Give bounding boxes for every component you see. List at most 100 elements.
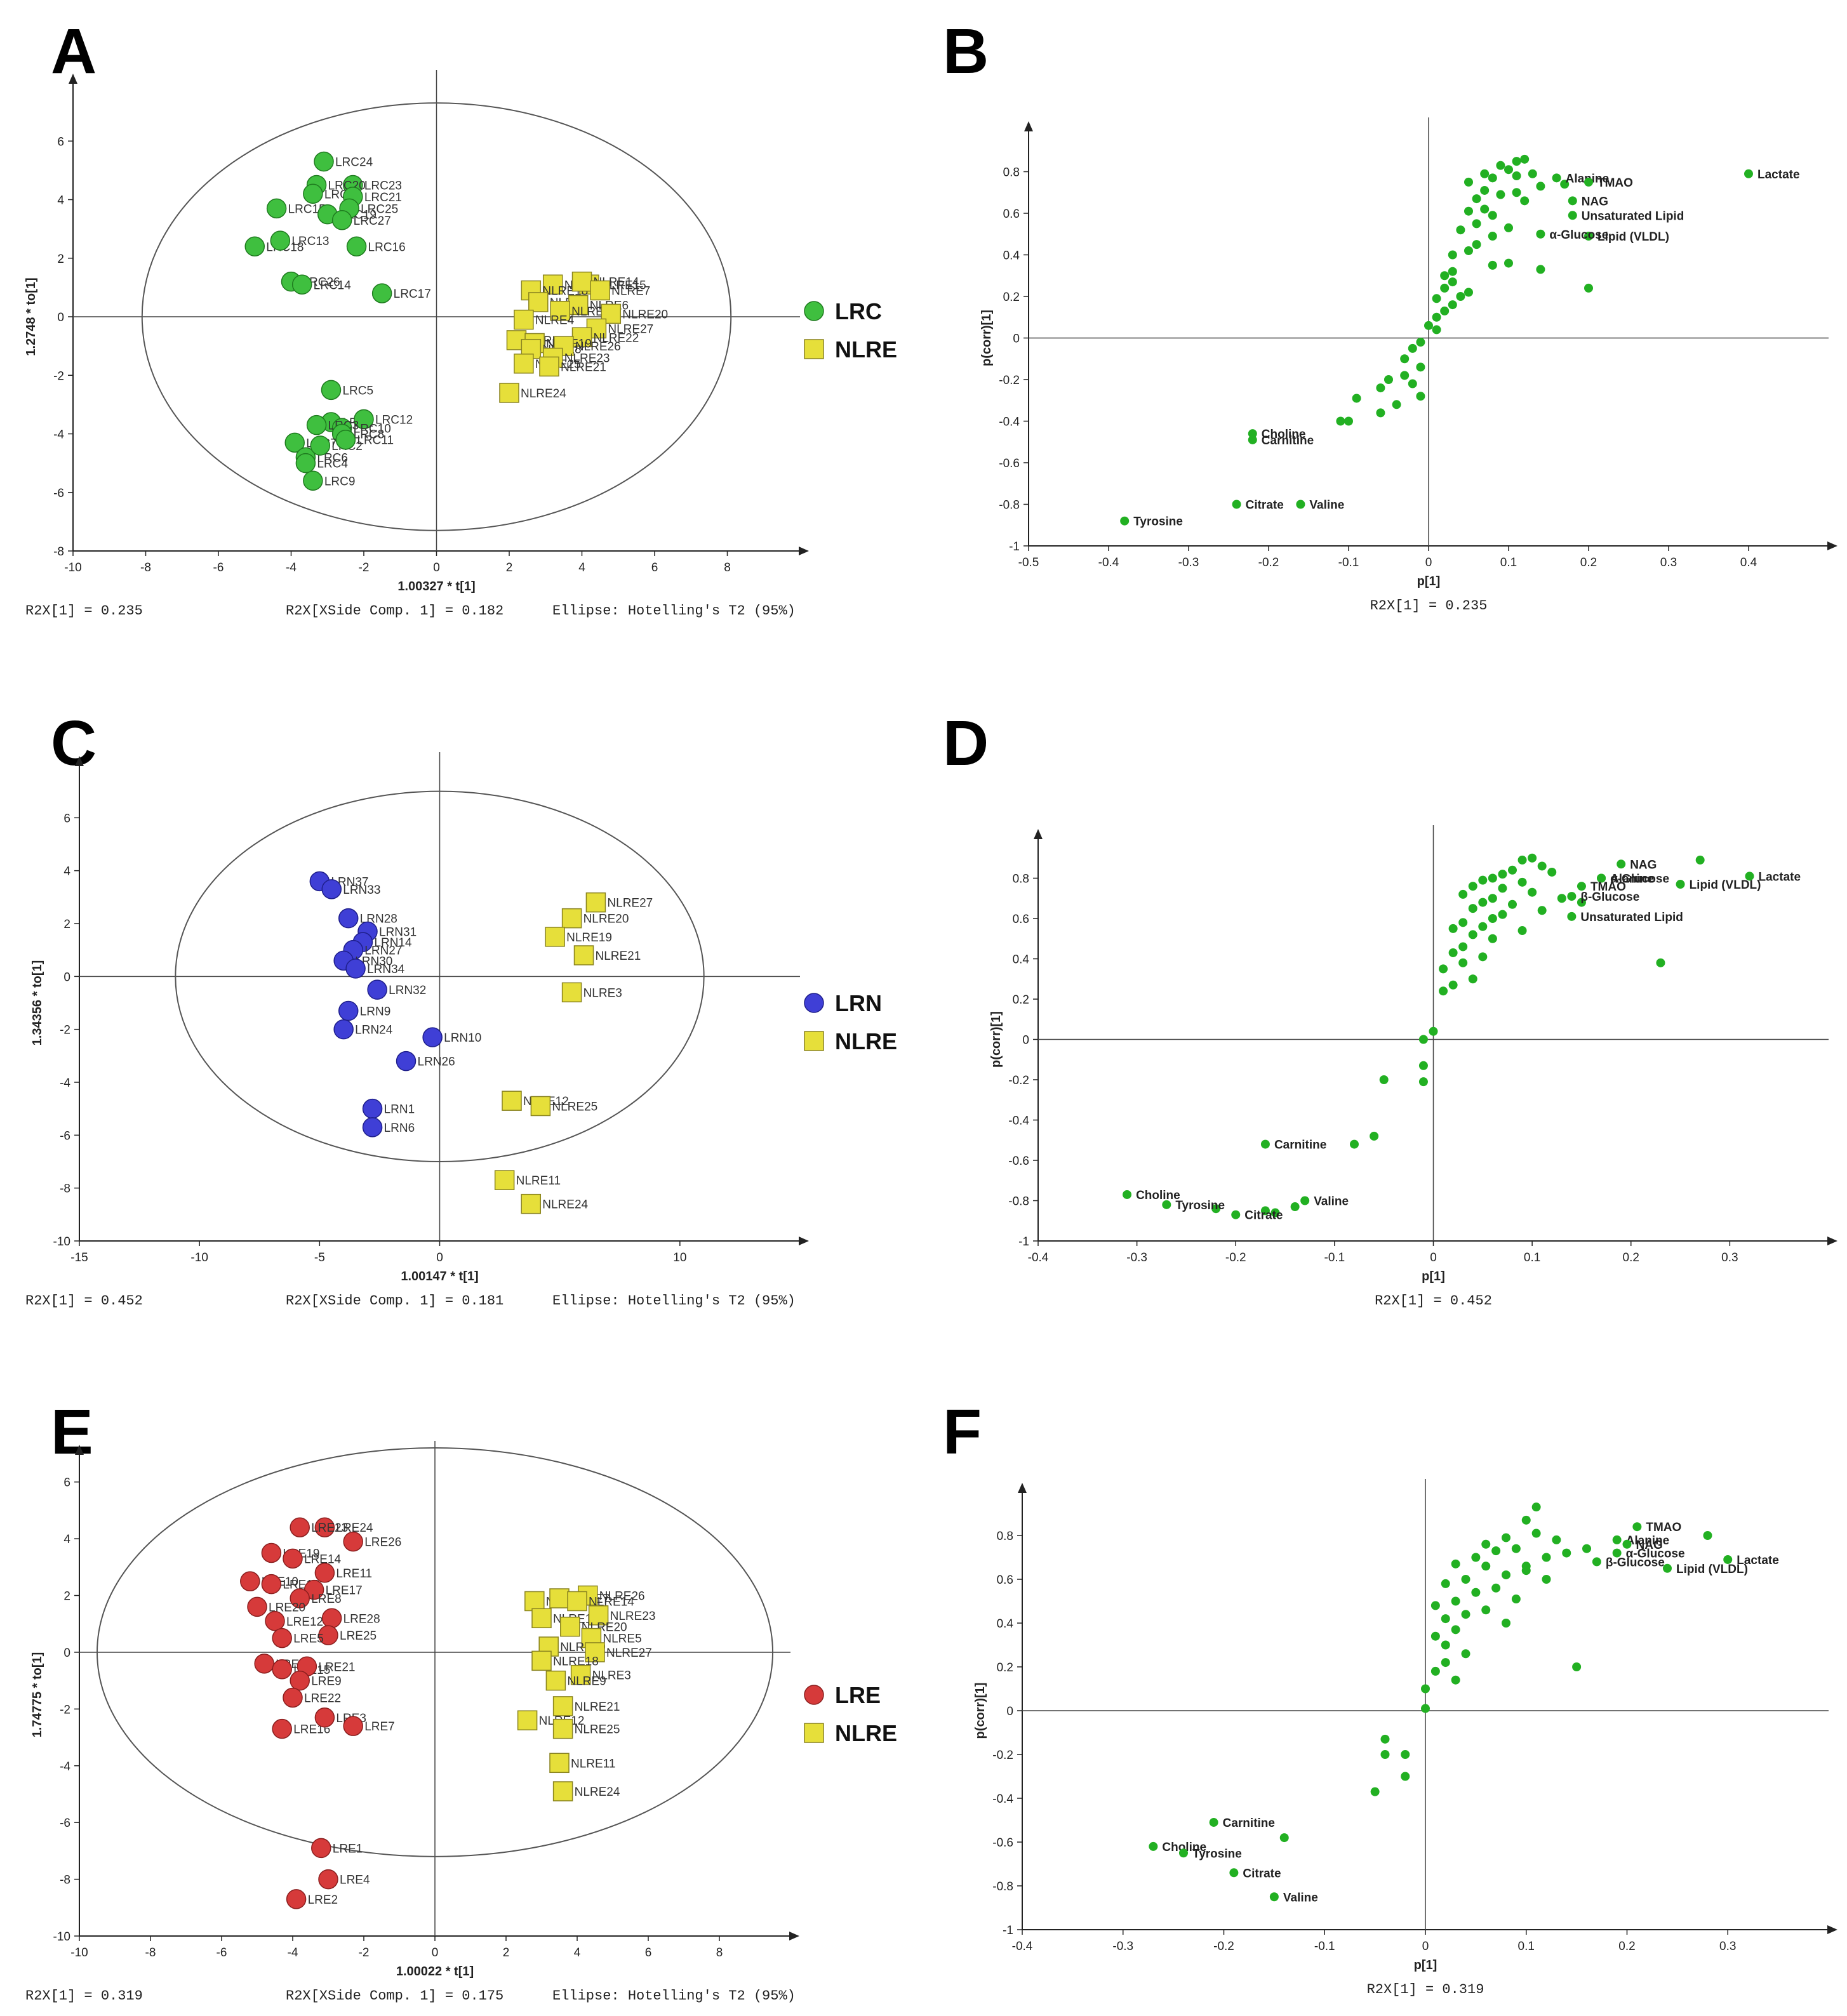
point-label: LRC6 bbox=[317, 451, 348, 465]
y-tick-label: 4 bbox=[63, 865, 70, 879]
metabolite-label: Carnitine bbox=[1223, 1817, 1275, 1830]
x-tick-label: -8 bbox=[145, 1946, 156, 1960]
metabolite-point bbox=[1663, 1563, 1672, 1573]
data-point bbox=[346, 236, 367, 257]
point-label: NLRE26 bbox=[575, 340, 621, 354]
panel-letter: E bbox=[51, 1396, 93, 1468]
data-point bbox=[1418, 1061, 1428, 1070]
y-axis-label: 1.2748 * to[1] bbox=[24, 277, 38, 355]
metabolite-point bbox=[1567, 892, 1577, 901]
data-point bbox=[567, 1591, 587, 1612]
data-point bbox=[303, 470, 323, 491]
point-label: NLRE27 bbox=[606, 1647, 652, 1660]
x-tick-label: 4 bbox=[578, 561, 585, 574]
data-point bbox=[1488, 894, 1497, 903]
y-tick-label: -1 bbox=[1009, 540, 1020, 554]
y-tick-label: -2 bbox=[53, 369, 64, 383]
data-point bbox=[530, 1096, 551, 1117]
data-point bbox=[1468, 974, 1477, 984]
y-tick-label: 0.2 bbox=[1013, 993, 1029, 1007]
data-point bbox=[1432, 325, 1441, 335]
data-point bbox=[261, 1574, 282, 1595]
data-point bbox=[1464, 206, 1473, 216]
legend-label: NLRE bbox=[835, 336, 897, 362]
data-point bbox=[1440, 283, 1450, 293]
y-tick-label: 4 bbox=[63, 1533, 70, 1546]
legend-marker bbox=[804, 1685, 824, 1705]
x-tick-label: -10 bbox=[70, 1946, 88, 1960]
data-point bbox=[362, 1098, 383, 1119]
legend-marker bbox=[804, 301, 824, 321]
data-point bbox=[1464, 288, 1473, 297]
panel-b: B -0.5 -0.4 -0.3 -0.2 -0.1 0 0.1 0.2 0.3 0.4 -1 -0.8… bbox=[943, 16, 1837, 614]
point-label: NLRE21 bbox=[575, 1701, 620, 1714]
x-tick-label: -0.3 bbox=[1126, 1251, 1147, 1264]
point-label: LRC26 bbox=[303, 276, 340, 289]
data-point bbox=[1471, 1588, 1481, 1597]
loading-points bbox=[1211, 853, 1705, 1217]
x-tick-label: 4 bbox=[574, 1946, 581, 1960]
point-label: LRN6 bbox=[384, 1122, 415, 1135]
data-point bbox=[1451, 1675, 1460, 1685]
y-tick-label: 0 bbox=[1013, 333, 1020, 346]
point-label: NLRE11 bbox=[571, 1757, 615, 1770]
data-point bbox=[1441, 1658, 1450, 1668]
x-tick-label: 0.3 bbox=[1660, 556, 1677, 569]
point-label: NLRE9 bbox=[567, 1675, 606, 1688]
point-label: LRC4 bbox=[317, 458, 348, 471]
data-point bbox=[318, 1625, 338, 1645]
panel-d: D -0.4 -0.3 -0.2 -0.1 0 0.1 0.2 0.3 -1 -0.8 -0.6 -0.… bbox=[943, 708, 1837, 1309]
metabolite-point bbox=[1248, 435, 1257, 444]
data-point bbox=[1703, 1531, 1712, 1540]
y-tick-label: 4 bbox=[57, 194, 64, 208]
panel-letter: F bbox=[943, 1396, 982, 1468]
y-tick-label: -0.4 bbox=[1008, 1115, 1029, 1128]
data-point bbox=[1478, 898, 1488, 907]
data-point bbox=[499, 383, 519, 403]
metabolite-point bbox=[1232, 500, 1241, 509]
data-point bbox=[1392, 400, 1401, 409]
data-point bbox=[270, 230, 291, 251]
y-tick-label: 0 bbox=[57, 311, 64, 324]
x-tick-label: 0 bbox=[433, 561, 440, 574]
metabolite-label: TMAO bbox=[1590, 880, 1626, 894]
data-point bbox=[1400, 354, 1410, 364]
point-label: LRC11 bbox=[357, 434, 394, 448]
data-point bbox=[1344, 416, 1353, 426]
x-tick-label: -4 bbox=[286, 561, 297, 574]
metabolite-label: NAG bbox=[1582, 195, 1608, 208]
point-label: LRC15 bbox=[288, 202, 326, 216]
data-point bbox=[1456, 292, 1465, 301]
data-point bbox=[371, 283, 392, 303]
y-tick-label: 6 bbox=[57, 135, 64, 149]
metabolite-label: Citrate bbox=[1243, 1867, 1281, 1880]
data-point bbox=[272, 1718, 292, 1739]
y-tick-label: -8 bbox=[60, 1183, 70, 1196]
point-label: LRE8 bbox=[311, 1593, 342, 1606]
x-tick-label: 0 bbox=[1425, 556, 1432, 569]
data-point bbox=[1517, 926, 1527, 936]
metabolite-label: α-Glucose bbox=[1610, 873, 1669, 886]
footer-stat: Ellipse: Hotelling's T2 (95%) bbox=[552, 1293, 796, 1309]
data-point bbox=[1424, 321, 1433, 330]
data-point bbox=[1512, 171, 1521, 181]
metabolite-label: Tyrosine bbox=[1133, 515, 1183, 529]
data-point bbox=[1370, 1131, 1379, 1141]
data-point bbox=[1511, 1544, 1521, 1553]
data-point bbox=[524, 1591, 545, 1612]
data-point bbox=[1508, 899, 1517, 909]
data-point bbox=[343, 1531, 363, 1552]
metabolite-point bbox=[1597, 873, 1606, 883]
data-point bbox=[1517, 877, 1527, 887]
x-tick-label: -0.2 bbox=[1213, 1940, 1234, 1953]
y-tick-label: -0.2 bbox=[999, 374, 1020, 387]
footer-stat: R2X[1] = 0.452 bbox=[25, 1293, 143, 1309]
data-point bbox=[310, 435, 331, 456]
x-tick-label: -0.4 bbox=[1012, 1940, 1033, 1953]
data-point bbox=[585, 892, 606, 913]
data-point bbox=[247, 1596, 267, 1617]
y-tick-label: -2 bbox=[60, 1024, 70, 1037]
data-point bbox=[1584, 283, 1593, 293]
x-tick-label: 0 bbox=[432, 1946, 439, 1960]
